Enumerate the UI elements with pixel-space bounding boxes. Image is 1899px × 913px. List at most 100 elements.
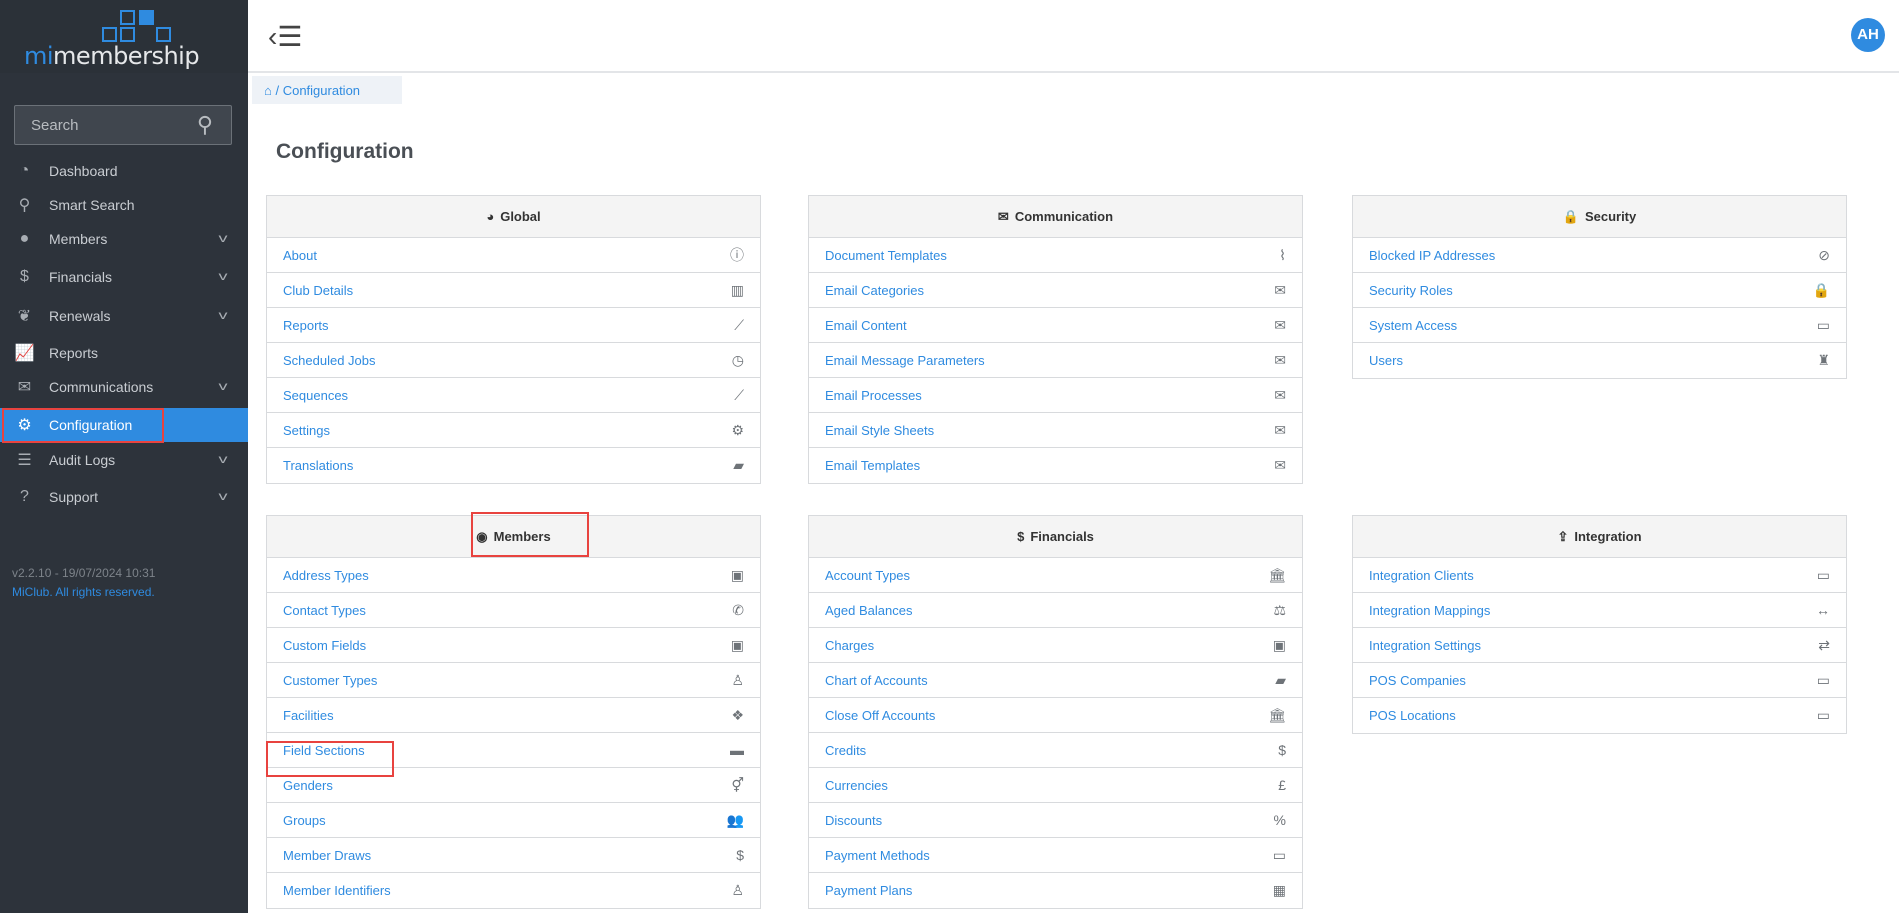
config-link-payment-plans[interactable]: Payment Plans ▦ <box>825 882 1286 898</box>
config-link-email-content[interactable]: Email Content ✉ <box>809 308 1302 343</box>
config-link-email-templates[interactable]: Email Templates ✉ <box>825 457 1286 473</box>
breadcrumb-current[interactable]: Configuration <box>282 83 361 98</box>
envelope-icon: ✉ <box>1274 316 1286 333</box>
sidebar-item-label: Audit Logs <box>49 452 116 468</box>
sidebar-item-dashboard[interactable]: ◔ Dashboard <box>0 154 248 188</box>
config-link-groups[interactable]: Groups 👥 <box>267 803 760 838</box>
lock-icon: 🔒 <box>1812 281 1830 298</box>
config-link-sequences[interactable]: Sequences ⟋ <box>267 378 760 413</box>
list-icon: ☰ <box>17 452 32 469</box>
logo[interactable]: mimembership <box>0 0 248 73</box>
sidebar-item-audit-logs[interactable]: ☰ Audit Logs v <box>0 443 248 477</box>
sidebar-item-label: Dashboard <box>49 163 118 179</box>
sidebar-item-members[interactable]: ● Members v <box>0 222 248 256</box>
config-link-email-message-parameters[interactable]: Email Message Parameters ✉ <box>809 343 1302 378</box>
config-link-scheduled-jobs[interactable]: Scheduled Jobs ◷ <box>267 343 760 378</box>
chevron-down-icon[interactable]: v <box>218 231 228 245</box>
search-input[interactable]: Search ⚲ <box>14 105 232 145</box>
config-link-system-access[interactable]: System Access ▭ <box>1353 308 1846 343</box>
sidebar-item-renewals[interactable]: ❦ Renewals v <box>0 299 248 333</box>
config-link-integration-settings[interactable]: Integration Settings ⇄ <box>1353 628 1846 663</box>
config-link-about[interactable]: About ⓘ <box>267 238 760 273</box>
config-link-discounts[interactable]: Discounts% <box>809 803 1302 838</box>
clock-icon: ◷ <box>731 351 744 368</box>
sidebar-toggle-icon[interactable]: ‹☰ <box>268 21 303 52</box>
config-link-email-processes[interactable]: Email Processes ✉ <box>809 378 1302 413</box>
search-icon[interactable]: ⚲ <box>196 112 213 137</box>
id-card-icon: ▣ <box>730 566 744 583</box>
config-link-integration-mappings[interactable]: Integration Mappings ↔ <box>1353 593 1846 628</box>
desktop-icon: ▭ <box>1816 707 1830 723</box>
chevron-down-icon[interactable]: v <box>218 379 228 393</box>
config-link-payment-methods[interactable]: Payment Methods ▭ <box>809 838 1302 873</box>
home-icon[interactable]: ⌂ <box>264 83 272 98</box>
config-link-aged-balances[interactable]: Aged Balances ⚖ <box>809 593 1302 628</box>
config-link-security-roles[interactable]: Security Roles 🔒 <box>1353 273 1846 308</box>
chart-icon: ⟋ <box>734 316 744 333</box>
config-link-club-details[interactable]: Club Details ▥ <box>267 273 760 308</box>
config-link-pos-locations[interactable]: POS Locations ▭ <box>1369 707 1830 723</box>
id-card-icon: ▣ <box>730 636 744 653</box>
config-link-member-identifiers[interactable]: Member Identifiers ♙ <box>283 882 744 898</box>
config-link-close-off-accounts[interactable]: Close Off Accounts 🏛 <box>809 698 1302 733</box>
envelope-icon: ✉ <box>1274 457 1286 473</box>
sidebar-item-smart-search[interactable]: ⚲ Smart Search <box>0 188 248 222</box>
cubes-icon: ❖ <box>731 706 744 723</box>
config-link-credits[interactable]: Credits $ <box>809 733 1302 768</box>
version-text: v2.2.10 - 19/07/2024 10:31 <box>12 566 156 580</box>
user-circle-icon: ◉ <box>476 529 488 544</box>
config-link-custom-fields[interactable]: Custom Fields ▣ <box>267 628 760 663</box>
config-link-integration-clients[interactable]: Integration Clients ▭ <box>1353 558 1846 593</box>
envelope-icon: ✉ <box>1274 421 1286 438</box>
chevron-down-icon[interactable]: v <box>218 489 228 503</box>
sidebar-item-label: Configuration <box>49 417 133 433</box>
config-link-field-sections[interactable]: Field Sections ▬ <box>267 733 760 768</box>
avatar[interactable]: AH <box>1851 18 1885 52</box>
config-link-currencies[interactable]: Currencies £ <box>809 768 1302 803</box>
sidebar-item-financials[interactable]: $ Financials v <box>0 260 248 294</box>
envelope-icon: ✉ <box>1274 386 1286 403</box>
panel-financials: $ Financials Account Types 🏛 Aged Balances ⚖ C… <box>808 515 1303 909</box>
gear-icon: ⚙ <box>731 421 744 438</box>
user-icon: ♙ <box>731 882 744 898</box>
copyright-link[interactable]: MiClub. All rights reserved. <box>12 585 155 599</box>
users-icon: 👥 <box>726 811 744 828</box>
sidebar-item-reports[interactable]: 📈 Reports <box>0 336 248 370</box>
ban-icon: ⊘ <box>1818 246 1830 263</box>
config-link-document-templates[interactable]: Document Templates ⌇ <box>809 238 1302 273</box>
chart-icon: ⟋ <box>734 386 744 403</box>
config-link-settings[interactable]: Settings ⚙ <box>267 413 760 448</box>
config-link-member-draws[interactable]: Member Draws $ <box>267 838 760 873</box>
breadcrumb: ⌂ / Configuration <box>252 76 402 104</box>
config-link-contact-types[interactable]: Contact Types ✆ <box>267 593 760 628</box>
sidebar-item-label: Reports <box>49 345 99 361</box>
page-title: Configuration <box>276 140 414 163</box>
sidebar-item-configuration[interactable]: ⚙ Configuration <box>0 408 248 442</box>
dollar-icon: $ <box>20 268 29 285</box>
config-link-email-style-sheets[interactable]: Email Style Sheets ✉ <box>809 413 1302 448</box>
config-link-email-categories[interactable]: Email Categories ✉ <box>809 273 1302 308</box>
config-link-address-types[interactable]: Address Types ▣ <box>267 558 760 593</box>
top-bar: ‹☰ AH <box>248 0 1899 73</box>
upload-icon: ⇪ <box>1557 529 1569 544</box>
config-link-pos-companies[interactable]: POS Companies ▭ <box>1353 663 1846 698</box>
chevron-down-icon[interactable]: v <box>218 452 228 466</box>
sidebar-item-communications[interactable]: ✉ Communications v <box>0 370 248 404</box>
config-link-customer-types[interactable]: Customer Types ♙ <box>267 663 760 698</box>
info-icon: ⓘ <box>730 247 744 263</box>
envelope-icon: ✉ <box>1274 281 1286 298</box>
config-link-translations[interactable]: Translations ▰ <box>283 457 744 473</box>
config-link-chart-of-accounts[interactable]: Chart of Accounts ▰ <box>809 663 1302 698</box>
config-link-account-types[interactable]: Account Types 🏛 <box>809 558 1302 593</box>
config-link-charges[interactable]: Charges ▣ <box>809 628 1302 663</box>
chevron-down-icon[interactable]: v <box>218 308 228 322</box>
chevron-down-icon[interactable]: v <box>218 269 228 283</box>
sidebar-item-support[interactable]: ? Support v <box>0 480 248 514</box>
config-link-reports[interactable]: Reports ⟋ <box>267 308 760 343</box>
config-link-facilities[interactable]: Facilities ❖ <box>267 698 760 733</box>
config-link-blocked-ip-addresses[interactable]: Blocked IP Addresses ⊘ <box>1353 238 1846 273</box>
dollar-icon: $ <box>1278 742 1286 758</box>
config-link-users[interactable]: Users ♜ <box>1369 352 1830 368</box>
config-link-genders[interactable]: Genders ⚥ <box>267 768 760 803</box>
arrows-h-icon: ↔ <box>1816 602 1830 618</box>
